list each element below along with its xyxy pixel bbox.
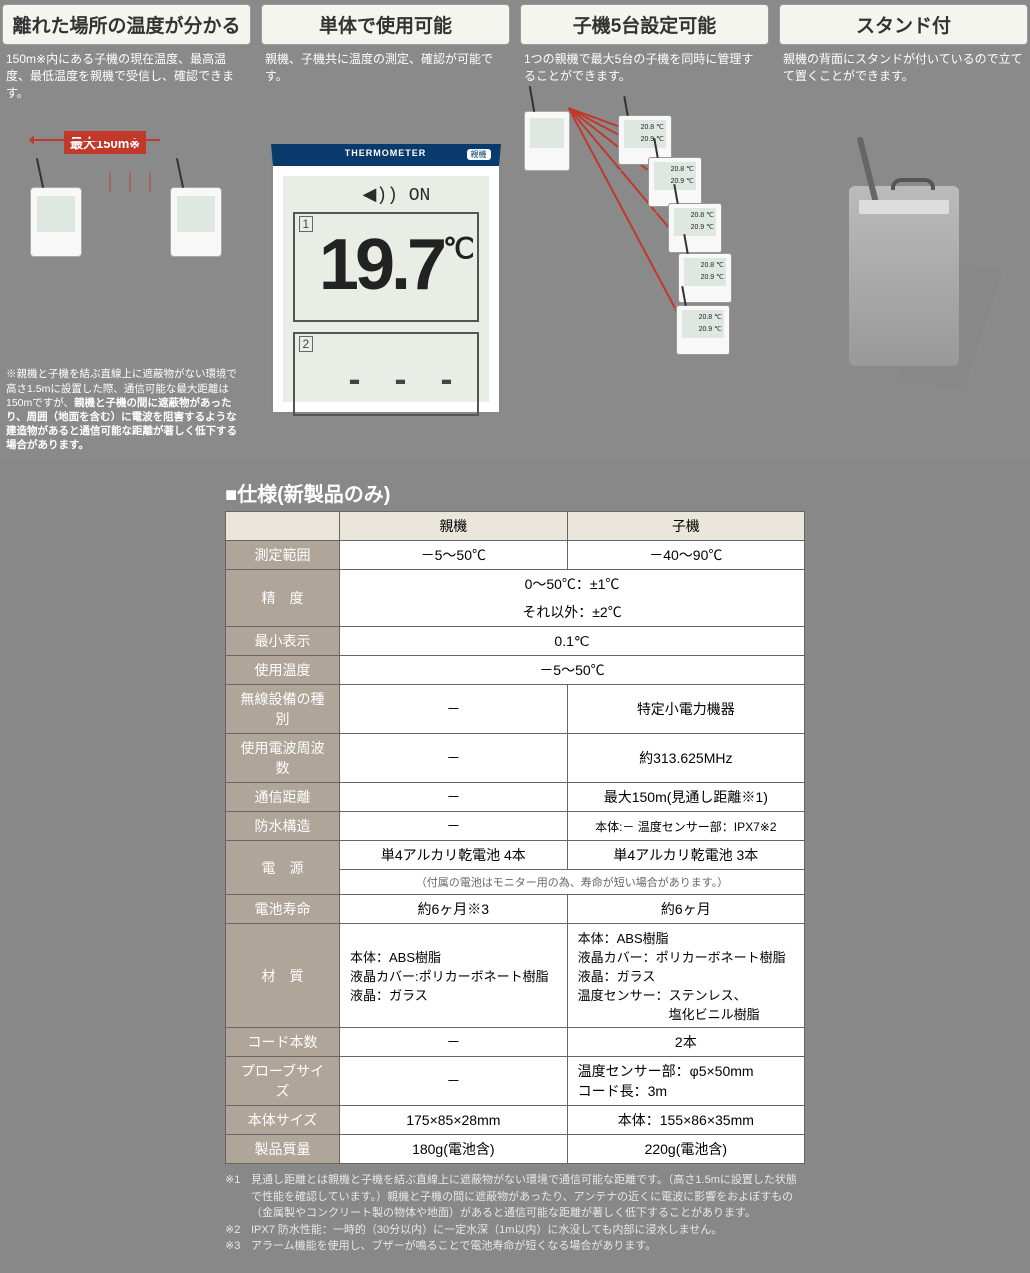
thermometer-display: THERMOMETER 親機 ◀)) ON 1 19.7℃ 2 - - - xyxy=(271,144,501,414)
table-row: 精 度0～50℃：±1℃ xyxy=(226,570,805,599)
table-row: 無線設備の種別－特定小電力機器 xyxy=(226,685,805,734)
antenna-icon xyxy=(856,136,879,205)
feature-desc: 1つの親機で最大5台の子機を同時に管理することができます。 xyxy=(518,49,771,91)
feature-standalone: 単体で使用可能 親機、子機共に温度の測定、確認が可能です。 THERMOMETE… xyxy=(259,0,512,460)
feature-stand: スタンド付 親機の背面にスタンドが付いているので立てて置くことができます。 xyxy=(777,0,1030,460)
table-row: プローブサイズ－温度センサー部：φ5×50mm コード長：3m xyxy=(226,1057,805,1106)
table-row: 電池寿命約6ヶ月※3約6ヶ月 xyxy=(226,895,805,924)
spec-title: 仕様(新製品のみ) xyxy=(225,478,390,507)
table-row: 使用温度－5～50℃ xyxy=(226,656,805,685)
parent-device-icon xyxy=(524,111,570,171)
feature-illustration: THERMOMETER 親機 ◀)) ON 1 19.7℃ 2 - - - xyxy=(259,91,512,461)
table-row: 製品質量180g(電池含)220g(電池含) xyxy=(226,1135,805,1164)
feature-title: 単体で使用可能 xyxy=(261,4,510,45)
feature-5-children: 子機5台設定可能 1つの親機で最大5台の子機を同時に管理することができます。 2… xyxy=(518,0,771,460)
table-row: 電 源単4アルカリ乾電池 4本単4アルカリ乾電池 3本 xyxy=(226,841,805,870)
child-device-icon: 20.8 ℃20.9 ℃ xyxy=(668,203,722,253)
thermometer-label: THERMOMETER xyxy=(273,148,499,158)
feature-illustration: 最大150m※ ｜｜｜ xyxy=(0,107,253,367)
child-device-icon: 20.8 ℃20.9 ℃ xyxy=(678,253,732,303)
spec-table: 親機子機 測定範囲－5～50℃－40～90℃ 精 度0～50℃：±1℃ それ以外… xyxy=(225,511,805,1164)
feature-illustration: 20.8 ℃20.9 ℃ 20.8 ℃20.9 ℃ 20.8 ℃20.9 ℃ 2… xyxy=(518,91,771,461)
spec-footnotes: ※1見通し距離とは親機と子機を結ぶ直線上に遮蔽物がない環境で通信可能な距離です。… xyxy=(225,1172,805,1255)
signal-icon: ｜｜｜ xyxy=(100,167,160,196)
channel-number: 2 xyxy=(299,336,314,352)
feature-illustration xyxy=(777,91,1030,461)
table-row: 防水構造－本体:－ 温度センサー部：IPX7※2 xyxy=(226,812,805,841)
channel-1-box: 1 19.7℃ xyxy=(293,212,479,322)
footnote-row: ※3アラーム機能を使用し、ブザーが鳴ることで電池寿命が短くなる場合があります。 xyxy=(225,1238,805,1255)
handle-icon xyxy=(891,178,935,190)
spec-section: 仕様(新製品のみ) 親機子機 測定範囲－5～50℃－40～90℃ 精 度0～50… xyxy=(0,460,1030,1273)
table-row: 測定範囲－5～50℃－40～90℃ xyxy=(226,541,805,570)
channel-number: 1 xyxy=(299,216,314,232)
table-row: 親機子機 xyxy=(226,512,805,541)
feature-desc: 親機、子機共に温度の測定、確認が可能です。 xyxy=(259,49,512,91)
lcd-screen: ◀)) ON 1 19.7℃ 2 - - - xyxy=(283,176,489,402)
arrow-icon xyxy=(30,139,160,141)
feature-desc: 親機の背面にスタンドが付いているので立てて置くことができます。 xyxy=(777,49,1030,91)
table-row: 通信距離－最大150m(見通し距離※1) xyxy=(226,783,805,812)
table-row: コード本数－2本 xyxy=(226,1028,805,1057)
table-row: 本体サイズ175×85×28mm本体：155×86×35mm xyxy=(226,1106,805,1135)
feature-title: スタンド付 xyxy=(779,4,1028,45)
child-device-icon xyxy=(170,187,222,257)
max-distance-label: 最大150m※ xyxy=(64,131,146,154)
top-slot-icon xyxy=(859,200,949,214)
table-row: 材 質本体：ABS樹脂 液晶カバー:ポリカーボネート樹脂 液晶：ガラス本体：AB… xyxy=(226,924,805,1028)
feature-title: 離れた場所の温度が分かる xyxy=(2,4,251,45)
footnote-row: ※2IPX7 防水性能：一時的（30分以内）に一定水深（1m以内）に水没しても内… xyxy=(225,1222,805,1239)
temperature-value: 19.7℃ xyxy=(319,224,471,306)
feature-row: 離れた場所の温度が分かる 150m※内にある子機の現在温度、最高温度、最低温度を… xyxy=(0,0,1030,460)
on-indicator: ◀)) ON xyxy=(363,184,431,206)
parent-device-icon xyxy=(30,187,82,257)
feature-title: 子機5台設定可能 xyxy=(520,4,769,45)
no-value-indicator: - - - xyxy=(349,358,465,400)
device-back-icon xyxy=(849,186,959,366)
child-device-icon: 20.8 ℃20.9 ℃ xyxy=(676,305,730,355)
feature-desc: 150m※内にある子機の現在温度、最高温度、最低温度を親機で受信し、確認できます… xyxy=(0,49,253,107)
footnote-row: ※1見通し距離とは親機と子機を結ぶ直線上に遮蔽物がない環境で通信可能な距離です。… xyxy=(225,1172,805,1222)
table-row: 最小表示0.1℃ xyxy=(226,627,805,656)
parent-badge: 親機 xyxy=(467,149,491,160)
channel-2-box: 2 - - - xyxy=(293,332,479,416)
feature-remote-temp: 離れた場所の温度が分かる 150m※内にある子機の現在温度、最高温度、最低温度を… xyxy=(0,0,253,460)
feature-footnote: ※親機と子機を結ぶ直線上に遮蔽物がない環境で高さ1.5mに設置した際、通信可能な… xyxy=(0,367,253,460)
table-row: 使用電波周波数－約313.625MHz xyxy=(226,734,805,783)
